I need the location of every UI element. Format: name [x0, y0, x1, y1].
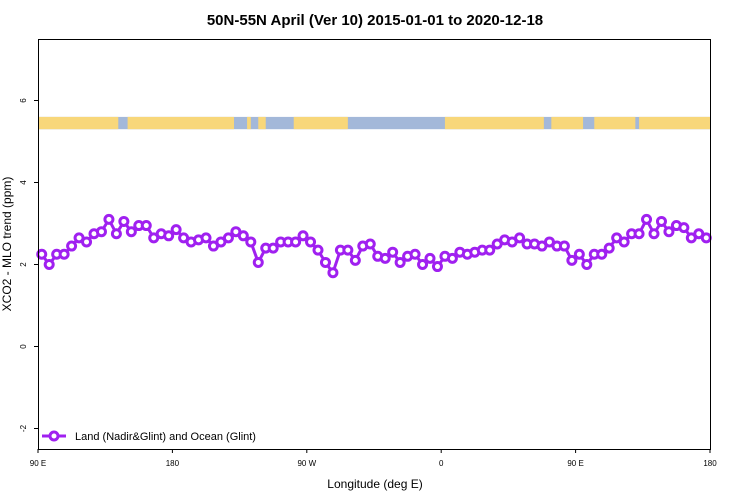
x-tick-label: 90 E [30, 459, 46, 468]
data-point [596, 248, 608, 260]
data-point [387, 246, 399, 258]
data-point [379, 252, 391, 264]
y-axis: -2 0 2 4 6 [19, 98, 38, 432]
data-point [641, 213, 653, 225]
data-point [170, 224, 182, 236]
data-point [648, 228, 660, 240]
land-segment [38, 116, 119, 130]
data-point [424, 252, 436, 264]
y-tick-label: 4 [19, 180, 28, 185]
data-point [81, 236, 93, 248]
data-point [125, 226, 137, 238]
data-point [237, 230, 249, 242]
data-point [409, 248, 421, 260]
data-point [394, 256, 406, 268]
land-segment [639, 116, 710, 130]
legend: Land (Nadir&Glint) and Ocean (Glint) [42, 430, 256, 443]
data-point [319, 256, 331, 268]
data-point [678, 222, 690, 234]
data-point [700, 232, 712, 244]
data-point [446, 252, 458, 264]
y-tick-label: 6 [19, 98, 28, 103]
data-point [312, 244, 324, 256]
data-point [305, 236, 317, 248]
x-tick-label: 180 [166, 459, 180, 468]
data-point [58, 248, 70, 260]
data-point [103, 213, 115, 225]
data-point [297, 230, 309, 242]
data-point [327, 267, 339, 279]
data-point [267, 242, 279, 254]
x-tick-label: 90 W [297, 459, 316, 468]
x-axis: 90 E 180 90 W 0 90 E 180 [30, 449, 717, 468]
data-point [342, 244, 354, 256]
land-ocean-strip [38, 116, 710, 130]
data-point [95, 226, 107, 238]
data-point [118, 215, 130, 227]
data-point [200, 232, 212, 244]
data-point [514, 232, 526, 244]
data-point [618, 236, 630, 248]
data-point [43, 259, 55, 270]
x-tick-label: 90 E [567, 459, 583, 468]
data-point [603, 242, 615, 254]
data-point [431, 261, 443, 273]
data-point [558, 240, 570, 252]
data-point [417, 259, 429, 270]
data-point [484, 244, 496, 256]
data-point [140, 220, 152, 232]
y-tick-label: -2 [19, 424, 28, 432]
land-segment [247, 116, 251, 130]
data-point [252, 256, 264, 268]
data-point [364, 238, 376, 250]
data-point [290, 236, 302, 248]
x-tick-label: 180 [703, 459, 717, 468]
plot-frame [38, 39, 711, 450]
land-segment [594, 116, 636, 130]
y-tick-label: 0 [19, 344, 28, 349]
data-point [222, 232, 234, 244]
data-point [163, 230, 175, 242]
data-point [566, 254, 578, 266]
y-tick-label: 2 [19, 262, 28, 267]
data-point [36, 248, 48, 260]
data-point [573, 248, 585, 260]
data-point [66, 240, 78, 252]
legend-label: Land (Nadir&Glint) and Ocean (Glint) [75, 431, 256, 443]
land-segment [293, 116, 348, 130]
series-layer [36, 213, 712, 279]
legend-marker-swatch [48, 430, 60, 442]
land-segment [258, 116, 266, 130]
data-point [581, 259, 593, 270]
data-point [245, 236, 257, 248]
x-tick-label: 0 [439, 459, 444, 468]
data-point [655, 215, 667, 227]
land-segment [127, 116, 234, 130]
land-segment [444, 116, 544, 130]
land-segment [551, 116, 584, 130]
data-point [633, 228, 645, 240]
data-point [349, 254, 361, 266]
y-axis-label: XCO2 - MLO trend (ppm) [0, 177, 14, 312]
data-point [110, 228, 122, 240]
data-point [663, 226, 675, 238]
x-axis-label: Longitude (deg E) [327, 477, 422, 491]
chart-title: 50N-55N April (Ver 10) 2015-01-01 to 202… [207, 12, 543, 29]
